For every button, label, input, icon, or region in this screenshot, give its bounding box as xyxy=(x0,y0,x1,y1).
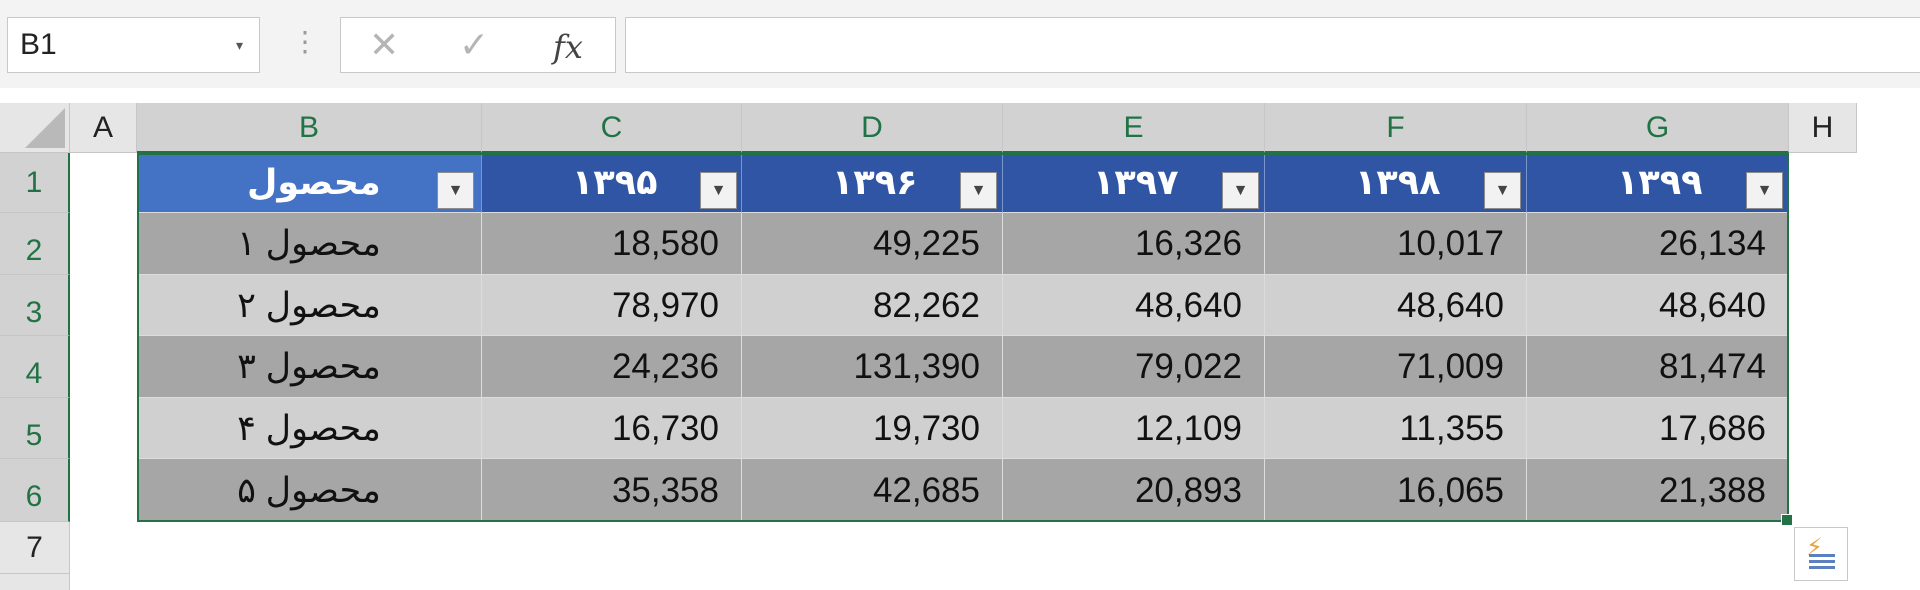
table-header-1399: ۱۳۹۹ ▼ xyxy=(1527,153,1789,213)
select-all-triangle xyxy=(25,108,65,148)
table-cell[interactable]: 11,355 xyxy=(1265,398,1527,459)
table-cell[interactable]: 71,009 xyxy=(1265,336,1527,398)
row-header-4[interactable]: 4 xyxy=(0,336,70,398)
filter-dropdown-button[interactable]: ▼ xyxy=(700,172,737,209)
table-cell[interactable]: 81,474 xyxy=(1527,336,1789,398)
table-cell[interactable]: 16,730 xyxy=(482,398,742,459)
table-header-1397: ۱۳۹۷ ▼ xyxy=(1003,153,1265,213)
filter-dropdown-button[interactable]: ▼ xyxy=(1746,172,1783,209)
quick-analysis-icon[interactable]: ⚡ xyxy=(1794,527,1848,581)
insert-function-button[interactable]: fx xyxy=(553,28,583,66)
filter-dropdown-button[interactable]: ▼ xyxy=(1484,172,1521,209)
table-cell[interactable]: 24,236 xyxy=(482,336,742,398)
table-cell[interactable]: 79,022 xyxy=(1003,336,1265,398)
table-header-1395: ۱۳۹۵ ▼ xyxy=(482,153,742,213)
formula-input[interactable] xyxy=(625,17,1920,73)
table-cell[interactable]: 48,640 xyxy=(1003,275,1265,336)
table-cell[interactable]: 26,134 xyxy=(1527,213,1789,275)
column-header-h[interactable]: H xyxy=(1789,103,1857,153)
table-header-label: ۱۳۹۸ xyxy=(1355,163,1441,202)
table-cell[interactable]: 35,358 xyxy=(482,459,742,522)
table-cell[interactable]: 18,580 xyxy=(482,213,742,275)
enter-icon[interactable]: ✓ xyxy=(459,24,490,65)
table-cell[interactable]: 19,730 xyxy=(742,398,1003,459)
table-cell[interactable]: 78,970 xyxy=(482,275,742,336)
name-box[interactable]: B1 ▾ xyxy=(7,17,260,73)
table-cell[interactable]: 131,390 xyxy=(742,336,1003,398)
column-header-a[interactable]: A xyxy=(70,103,137,153)
table-header-label: ۱۳۹۵ xyxy=(572,163,658,202)
table-header-1398: ۱۳۹۸ ▼ xyxy=(1265,153,1527,213)
table-cell[interactable]: 16,326 xyxy=(1003,213,1265,275)
table-cell[interactable]: 42,685 xyxy=(742,459,1003,522)
table-cell[interactable]: 20,893 xyxy=(1003,459,1265,522)
table-cell-product[interactable]: محصول ۱ xyxy=(137,213,482,275)
table-header-label: ۱۳۹۶ xyxy=(832,163,918,202)
select-all-button[interactable] xyxy=(0,103,70,153)
table-cell-product[interactable]: محصول ۴ xyxy=(137,398,482,459)
table-header-1396: ۱۳۹۶ ▼ xyxy=(742,153,1003,213)
row-header-1[interactable]: 1 xyxy=(0,153,70,213)
row-header-2[interactable]: 2 xyxy=(0,213,70,275)
filter-dropdown-button[interactable]: ▼ xyxy=(960,172,997,209)
row-header-5[interactable]: 5 xyxy=(0,398,70,459)
fill-handle[interactable] xyxy=(1781,514,1793,526)
column-header-d[interactable]: D xyxy=(742,103,1003,153)
column-header-c[interactable]: C xyxy=(482,103,742,153)
column-header-f[interactable]: F xyxy=(1265,103,1527,153)
column-header-e[interactable]: E xyxy=(1003,103,1265,153)
filter-dropdown-button[interactable]: ▼ xyxy=(437,172,474,209)
row-header-7[interactable]: 7 xyxy=(0,522,70,574)
chevron-down-icon[interactable]: ▾ xyxy=(235,37,243,53)
table-cell-product[interactable]: محصول ۳ xyxy=(137,336,482,398)
table-lines-icon xyxy=(1809,554,1835,570)
table-cell[interactable]: 10,017 xyxy=(1265,213,1527,275)
table-cell[interactable]: 82,262 xyxy=(742,275,1003,336)
table-cell[interactable]: 48,640 xyxy=(1265,275,1527,336)
row-header-6[interactable]: 6 xyxy=(0,459,70,522)
name-box-value: B1 xyxy=(20,28,57,61)
table-cell-product[interactable]: محصول ۲ xyxy=(137,275,482,336)
table-header-label: ۱۳۹۷ xyxy=(1093,163,1179,202)
drag-handle-icon[interactable]: ⋮ xyxy=(291,26,319,57)
table-header-label: محصول xyxy=(247,163,381,202)
cancel-icon[interactable]: ✕ xyxy=(369,24,400,65)
table-header-product: محصول ▼ xyxy=(137,153,482,213)
table-cell-product[interactable]: محصول ۵ xyxy=(137,459,482,522)
filter-dropdown-button[interactable]: ▼ xyxy=(1222,172,1259,209)
table-cell[interactable]: 21,388 xyxy=(1527,459,1789,522)
table-cell[interactable]: 17,686 xyxy=(1527,398,1789,459)
formula-buttons: ✕ ✓ fx xyxy=(340,17,616,73)
table-cell[interactable]: 49,225 xyxy=(742,213,1003,275)
column-header-g[interactable]: G xyxy=(1527,103,1789,153)
table-header-label: ۱۳۹۹ xyxy=(1617,163,1703,202)
column-header-b[interactable]: B xyxy=(137,103,482,153)
formula-bar: B1 ▾ ⋮ ✕ ✓ fx xyxy=(0,0,1920,88)
table-cell[interactable]: 48,640 xyxy=(1527,275,1789,336)
table-cell[interactable]: 12,109 xyxy=(1003,398,1265,459)
table-cell[interactable]: 16,065 xyxy=(1265,459,1527,522)
row-header-3[interactable]: 3 xyxy=(0,275,70,336)
row-header-8[interactable] xyxy=(0,574,70,590)
